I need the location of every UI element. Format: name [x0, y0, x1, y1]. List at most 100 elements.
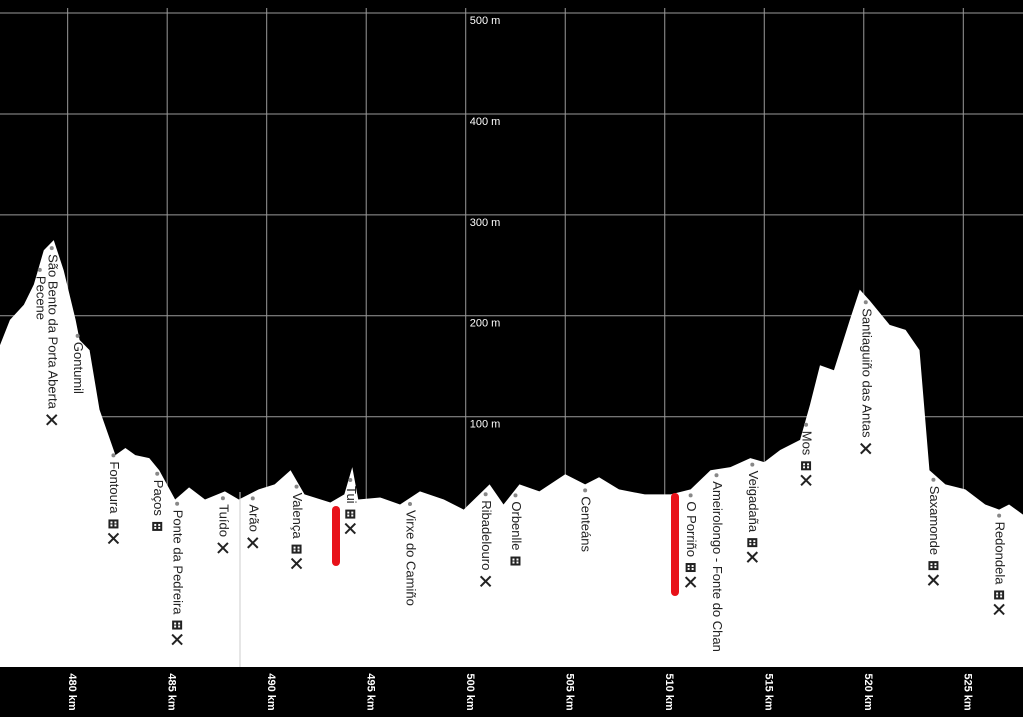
waypoint-label: Redondela	[993, 522, 1008, 586]
food-icon	[247, 537, 259, 549]
waypoint-label: Santiaguiño das Antas	[859, 308, 874, 438]
waypoint-label: Veigadaña	[746, 471, 761, 533]
icon-part	[803, 466, 806, 469]
icon-part	[114, 524, 117, 527]
lodging-icon	[172, 620, 183, 630]
icon-part	[687, 565, 690, 568]
stage-marker	[332, 506, 340, 566]
waypoint: Tuído	[216, 496, 231, 554]
icon-part	[174, 622, 177, 625]
icon-part	[152, 521, 163, 531]
waypoint: Santiaguiño das Antas	[859, 300, 874, 455]
waypoint: Pecene	[33, 267, 48, 320]
icon-part	[747, 538, 758, 548]
icon-part	[344, 522, 356, 535]
icon-part	[993, 603, 1005, 616]
food-icon	[107, 532, 120, 545]
x-tick-label: 485 km	[165, 673, 177, 711]
icon-part	[290, 557, 303, 570]
icon-part	[803, 463, 806, 466]
icon-part	[801, 461, 812, 471]
food-icon	[344, 522, 356, 535]
waypoint: Fontoura	[107, 453, 122, 545]
icon-part	[293, 546, 296, 549]
waypoint: Ribadelouro	[479, 492, 494, 588]
y-tick-label: 200 m	[470, 318, 501, 330]
waypoint: Arão	[246, 496, 261, 549]
waypoint-dot	[75, 333, 80, 338]
waypoint: Paços	[151, 471, 166, 531]
waypoint-dot	[348, 477, 353, 482]
icon-part	[1000, 592, 1003, 595]
icon-part	[114, 521, 117, 524]
icon-part	[996, 592, 999, 595]
icon-part	[158, 526, 161, 529]
food-icon	[927, 574, 940, 586]
lodging-icon	[994, 590, 1005, 600]
icon-part	[928, 561, 939, 571]
icon-part	[174, 625, 177, 628]
waypoint-label: Valença	[290, 493, 305, 540]
waypoint-label: São Bento da Porta Aberta	[45, 254, 60, 409]
waypoint-dot	[714, 473, 719, 478]
terrain	[0, 240, 1023, 667]
icon-part	[927, 574, 940, 586]
waypoint-label: Tui	[344, 486, 359, 504]
x-tick-label: 480 km	[66, 673, 78, 711]
waypoint-label: Centeáns	[579, 496, 594, 552]
lodging-icon	[747, 538, 758, 548]
food-icon	[800, 474, 812, 487]
waypoint-label: Virxe do Camiño	[404, 510, 419, 606]
waypoint-label: Ameirolongo - Fonte do Chan	[710, 481, 725, 652]
y-tick-label: 400 m	[470, 116, 501, 128]
waypoint: Centeáns	[579, 488, 594, 552]
icon-part	[746, 551, 759, 563]
icon-part	[479, 575, 492, 588]
icon-part	[158, 523, 161, 526]
waypoint-dot	[155, 471, 160, 476]
icon-part	[753, 540, 756, 543]
waypoint-dot	[49, 246, 54, 251]
icon-part	[512, 558, 515, 561]
waypoint-dot	[407, 501, 412, 506]
icon-part	[351, 511, 354, 514]
waypoint: Saxamonde	[927, 477, 942, 586]
waypoint: São Bento da Porta Aberta	[45, 246, 60, 426]
waypoint-dot	[583, 488, 588, 493]
icon-part	[512, 561, 515, 564]
waypoint-dot	[294, 484, 299, 489]
icon-part	[930, 566, 933, 569]
icon-part	[178, 625, 181, 628]
icon-part	[687, 568, 690, 571]
waypoint-dot	[513, 493, 518, 498]
y-tick-label: 500 m	[470, 15, 501, 27]
x-tick-label: 520 km	[862, 673, 874, 711]
food-icon	[290, 557, 303, 570]
waypoint: Orbenlle	[509, 493, 524, 566]
icon-part	[934, 566, 937, 569]
waypoint: O Porriño	[684, 493, 699, 588]
lodging-icon	[510, 556, 521, 566]
waypoint-label: Ribadelouro	[479, 500, 494, 570]
x-tick-label: 505 km	[563, 673, 575, 711]
food-icon	[993, 603, 1005, 616]
icon-part	[996, 595, 999, 598]
icon-part	[753, 543, 756, 546]
waypoint: Valença	[290, 484, 305, 570]
waypoint: Veigadaña	[746, 462, 761, 563]
icon-part	[685, 563, 696, 573]
waypoint-label: O Porriño	[684, 501, 699, 557]
waypoint-label: Arão	[246, 504, 261, 531]
waypoint-label: Fontoura	[107, 461, 122, 514]
waypoint: Virxe do Camiño	[404, 501, 419, 606]
waypoint-dot	[688, 493, 693, 498]
waypoint-dot	[37, 267, 42, 272]
y-tick-label: 100 m	[470, 419, 501, 431]
x-tick-label: 515 km	[762, 673, 774, 711]
icon-part	[297, 549, 300, 552]
food-icon	[217, 542, 229, 554]
waypoint-dot	[220, 496, 225, 501]
icon-part	[807, 463, 810, 466]
lodging-icon	[291, 544, 302, 554]
